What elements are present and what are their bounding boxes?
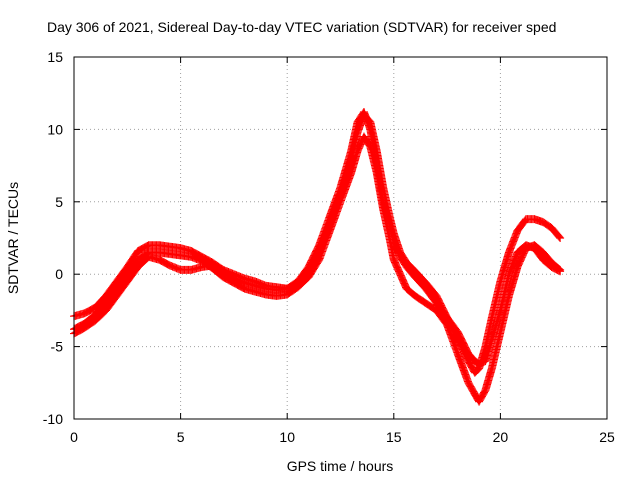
axis-ticks: 0 5 10 15 20 25 -10 -5 0 5 10 15 [43, 49, 615, 445]
data-point-marker [556, 267, 565, 276]
x-tick-label: 5 [177, 429, 185, 445]
y-tick-label: -10 [43, 411, 63, 427]
x-tick-label: 15 [386, 429, 402, 445]
x-tick-label: 0 [70, 429, 78, 445]
x-tick-label: 20 [493, 429, 509, 445]
y-tick-label: 10 [47, 121, 63, 137]
y-tick-label: 15 [47, 49, 63, 65]
data-series [70, 108, 565, 406]
series-track-3 [70, 108, 565, 368]
chart-title: Day 306 of 2021, Sidereal Day-to-day VTE… [47, 19, 556, 35]
x-axis-label: GPS time / hours [287, 458, 394, 474]
x-tick-label: 10 [279, 429, 295, 445]
y-tick-label: -5 [51, 339, 64, 355]
plot-frame [73, 56, 608, 420]
data-point-marker [554, 266, 563, 275]
grid-lines [74, 57, 607, 419]
y-tick-label: 5 [55, 194, 63, 210]
y-tick-label: 0 [55, 266, 63, 282]
data-point-marker [555, 232, 564, 241]
data-point-marker [556, 234, 565, 242]
x-tick-label: 25 [599, 429, 615, 445]
y-axis-label: SDTVAR / TECUs [5, 182, 21, 294]
